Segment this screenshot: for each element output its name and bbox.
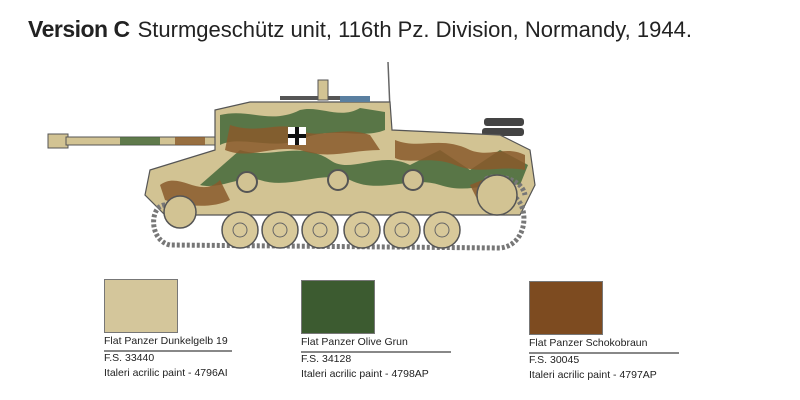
drive-sprocket	[476, 174, 518, 216]
road-wheels	[221, 211, 461, 249]
road-wheel	[301, 211, 339, 249]
roof-machine-gun	[280, 79, 370, 102]
idler-wheel	[163, 195, 197, 229]
tank-illustration	[47, 61, 536, 251]
divider	[301, 351, 451, 353]
gun-barrel	[47, 133, 227, 149]
road-wheel	[423, 211, 461, 249]
paint-code: Italeri acrilic paint - 4796AI	[104, 367, 228, 379]
page-title: Version C Sturmgeschütz unit, 116th Pz. D…	[28, 16, 692, 43]
color-name: Flat Panzer Olive Grun	[301, 336, 408, 348]
color-swatch	[104, 279, 178, 333]
color-swatch	[301, 280, 375, 334]
color-chip	[529, 281, 603, 335]
color-name: Flat Panzer Schokobraun	[529, 337, 648, 349]
color-swatch	[529, 281, 603, 335]
road-wheel	[261, 211, 299, 249]
balkenkreuz-insignia	[288, 127, 306, 145]
version-label: Version C	[28, 16, 130, 42]
fs-code: F.S. 34128	[301, 353, 352, 365]
divider	[104, 350, 232, 352]
return-rollers	[236, 169, 424, 193]
road-wheel	[343, 211, 381, 249]
divider	[529, 352, 679, 354]
road-wheel	[221, 211, 259, 249]
color-name: Flat Panzer Dunkelgelb 19	[104, 335, 228, 347]
color-chip	[104, 279, 178, 333]
paint-code: Italeri acrilic paint - 4798AP	[301, 368, 429, 380]
fs-code: F.S. 30045	[529, 354, 580, 366]
paint-code: Italeri acrilic paint - 4797AP	[529, 369, 657, 381]
fs-code: F.S. 33440	[104, 352, 155, 364]
road-wheel	[383, 211, 421, 249]
track-links-stowage	[482, 118, 524, 136]
version-description: Sturmgeschütz unit, 116th Pz. Division, …	[137, 17, 692, 42]
color-chip	[301, 280, 375, 334]
